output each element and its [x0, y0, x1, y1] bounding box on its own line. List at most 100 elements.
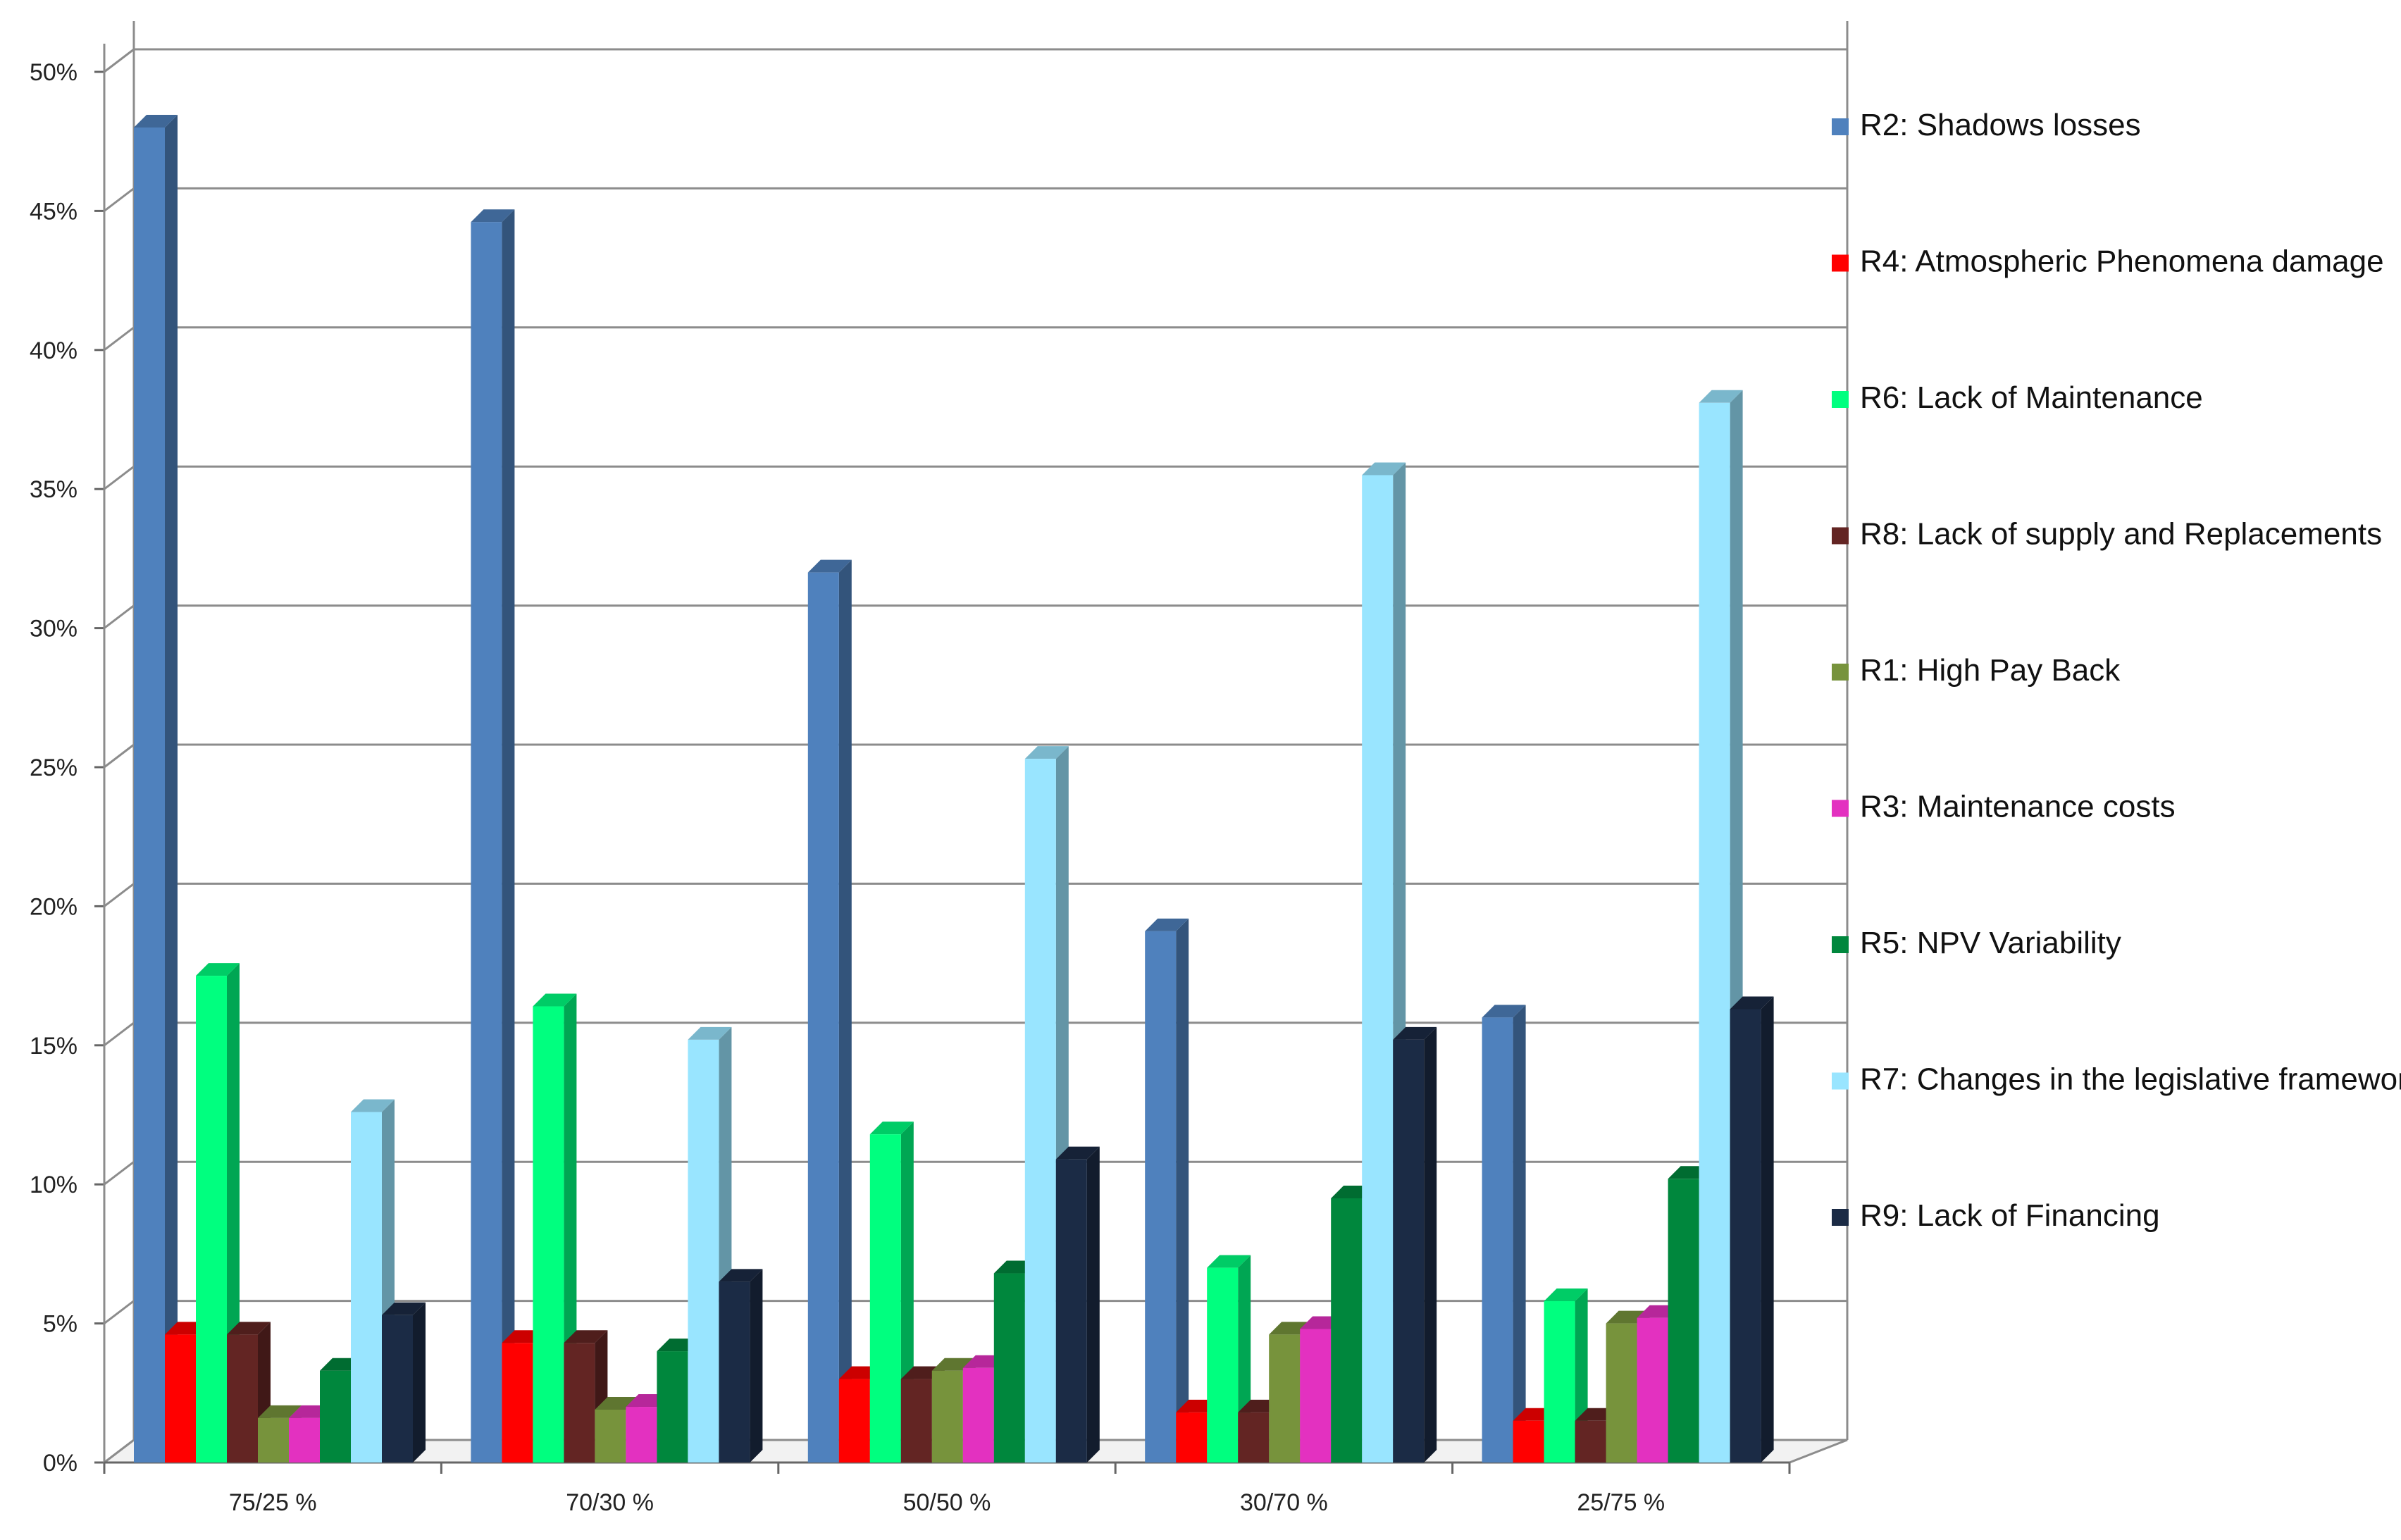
- bar-front: [1730, 1009, 1761, 1463]
- x-tick-label: 30/70 %: [1240, 1489, 1328, 1516]
- y-tick-label: 50%: [30, 59, 77, 86]
- legend-entry: R1: High Pay Back: [1832, 653, 2121, 688]
- bar-top: [1055, 1146, 1100, 1160]
- bar-front: [258, 1417, 289, 1463]
- bar-front: [289, 1417, 320, 1463]
- bar-front: [657, 1351, 688, 1463]
- bar-front: [1544, 1301, 1575, 1463]
- legend-swatch: [1832, 1072, 1849, 1090]
- bar-front: [1513, 1420, 1544, 1463]
- bar: [1393, 1026, 1437, 1463]
- bar-side: [413, 1302, 426, 1463]
- bar-front: [1699, 402, 1730, 1463]
- bar-front: [626, 1407, 657, 1463]
- bar: [719, 1269, 763, 1463]
- bar-top: [196, 963, 240, 976]
- bar-top: [1544, 1288, 1588, 1302]
- x-tick-label: 70/30 %: [566, 1489, 654, 1516]
- bar-front: [595, 1409, 626, 1463]
- legend-entry: R9: Lack of Financing: [1832, 1198, 2160, 1233]
- bar-front: [564, 1343, 595, 1463]
- bar-front: [1269, 1334, 1301, 1463]
- gridline-side: [104, 48, 135, 73]
- bar-front: [1055, 1159, 1087, 1463]
- bar-front: [320, 1370, 351, 1463]
- legend-label: R6: Lack of Maintenance: [1860, 380, 2203, 415]
- legend-label: R9: Lack of Financing: [1860, 1198, 2160, 1233]
- bar-front: [807, 572, 839, 1463]
- gridline-side: [104, 604, 135, 629]
- bar-top: [134, 114, 178, 128]
- bar-front: [993, 1273, 1025, 1463]
- legend-swatch: [1832, 391, 1849, 408]
- bar-front: [196, 976, 227, 1463]
- bar-top: [227, 1322, 271, 1335]
- bar-top: [1730, 996, 1774, 1010]
- bar-side: [1424, 1026, 1437, 1463]
- legend-entry: R5: NPV Variability: [1832, 926, 2121, 960]
- legend-label: R8: Lack of supply and Replacements: [1860, 517, 2382, 552]
- bar: [471, 209, 515, 1463]
- gridline-side: [104, 187, 135, 212]
- bar-top: [471, 209, 515, 223]
- bar-front: [1024, 759, 1056, 1463]
- gridline-side: [104, 466, 135, 490]
- y-tick-label: 20%: [30, 893, 77, 920]
- y-tick-label: 5%: [43, 1311, 77, 1338]
- y-tick-label: 35%: [30, 476, 77, 503]
- x-tick-label: 50/50 %: [903, 1489, 991, 1516]
- bar: [807, 559, 852, 1463]
- bar-side: [1513, 1005, 1526, 1463]
- legend-swatch: [1832, 936, 1849, 953]
- gridline-side: [104, 743, 135, 769]
- bar-top: [533, 993, 577, 1007]
- legend-label: R7: Changes in the legislative framework: [1860, 1062, 2401, 1097]
- bar-side: [1176, 918, 1189, 1463]
- legend-entry: R2: Shadows losses: [1832, 108, 2141, 142]
- bar-front: [1362, 475, 1394, 1463]
- bar-front: [227, 1334, 258, 1463]
- legend-entry: R3: Maintenance costs: [1832, 790, 2176, 824]
- bar-front: [165, 1334, 196, 1463]
- bar-front: [502, 1343, 533, 1463]
- bar-front: [1176, 1412, 1208, 1463]
- bar: [1024, 746, 1069, 1463]
- y-tick-label: 30%: [30, 616, 77, 642]
- bar: [564, 1330, 608, 1463]
- y-tick-label: 40%: [30, 337, 77, 364]
- y-tick-label: 45%: [30, 198, 77, 225]
- bars: [134, 114, 1774, 1463]
- bar-front: [351, 1112, 382, 1463]
- legend-entry: R7: Changes in the legislative framework: [1832, 1062, 2401, 1097]
- bar-front: [900, 1379, 932, 1463]
- bar-top: [564, 1330, 608, 1343]
- gridline-side: [104, 883, 135, 907]
- bar-top: [1482, 1005, 1526, 1018]
- legend-label: R3: Maintenance costs: [1860, 790, 2176, 824]
- bar-top: [1393, 1026, 1437, 1040]
- bar-top: [807, 559, 852, 573]
- legend-swatch: [1832, 664, 1849, 681]
- bar-front: [1575, 1420, 1606, 1463]
- legend-label: R5: NPV Variability: [1860, 926, 2121, 960]
- bar-side: [502, 209, 515, 1463]
- bar-front: [1668, 1179, 1699, 1463]
- bar-front: [1606, 1323, 1637, 1463]
- legend-label: R2: Shadows losses: [1860, 108, 2141, 142]
- bar-front: [382, 1315, 413, 1463]
- bar-top: [869, 1122, 914, 1135]
- x-tick-label: 75/25 %: [229, 1489, 317, 1516]
- x-tick-label: 25/75 %: [1577, 1489, 1665, 1516]
- legend-label: R1: High Pay Back: [1860, 653, 2121, 688]
- bar-top: [1362, 462, 1406, 476]
- legend-swatch: [1832, 254, 1849, 272]
- bar-side: [1761, 996, 1774, 1463]
- bar-front: [838, 1379, 870, 1463]
- y-tick-label: 15%: [30, 1033, 77, 1060]
- bar-front: [719, 1281, 750, 1463]
- bar-front: [1145, 931, 1177, 1463]
- bar-front: [1482, 1017, 1513, 1463]
- gridline-side: [104, 1022, 135, 1046]
- legend-label: R4: Atmospheric Phenomena damage: [1860, 244, 2384, 279]
